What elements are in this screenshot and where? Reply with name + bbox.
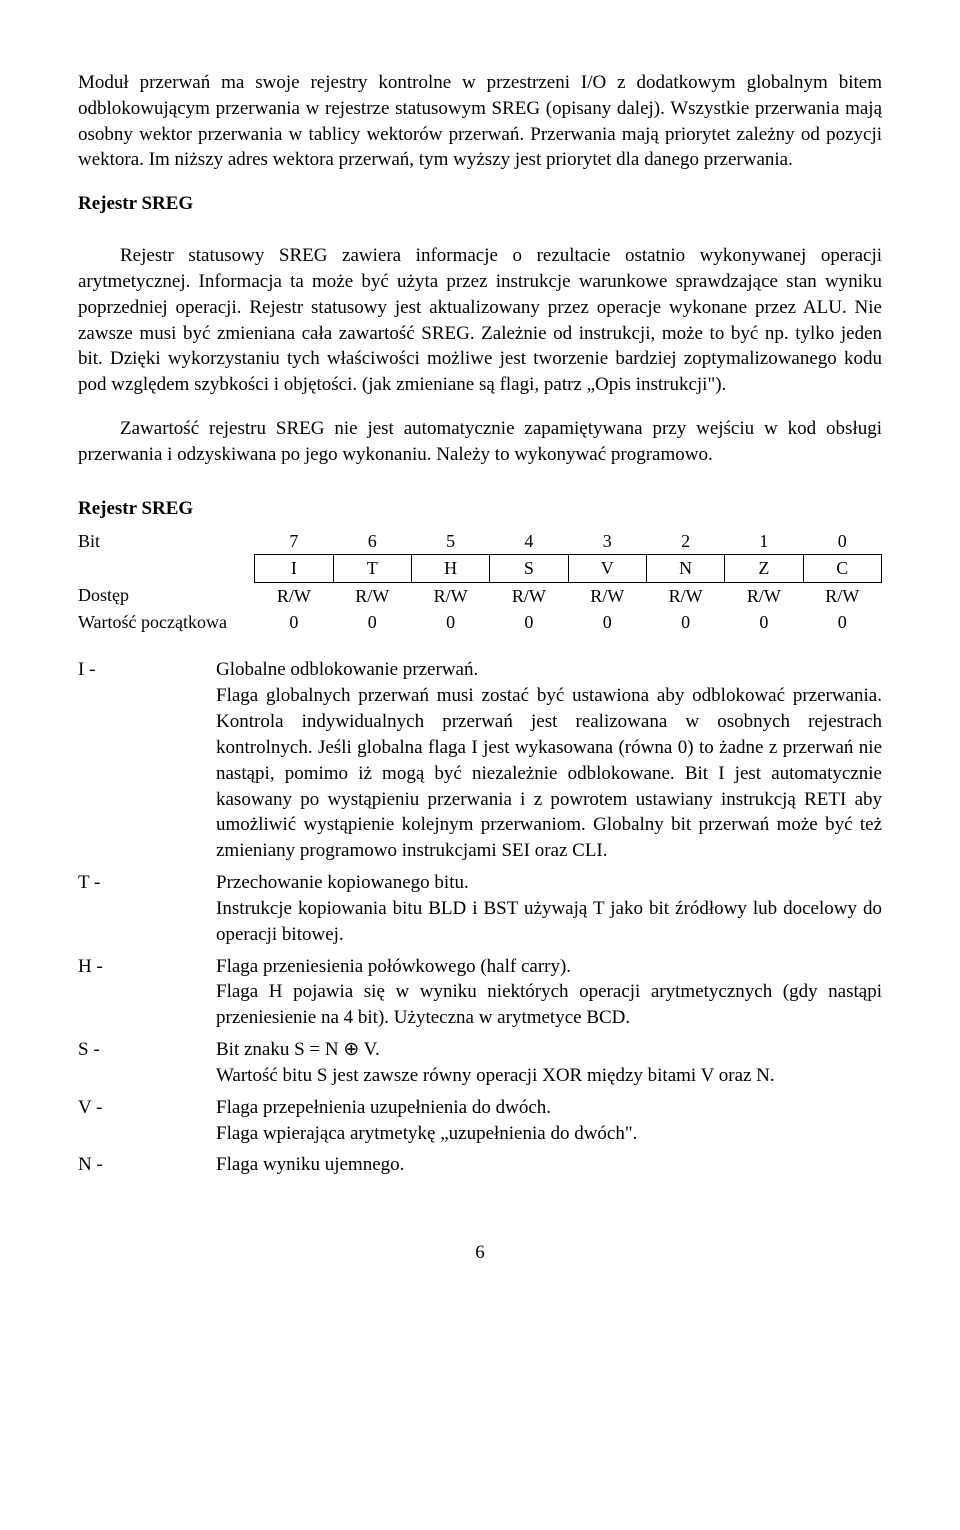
flag-definition-V: V - Flaga przepełnienia uzupełnienia do …	[78, 1095, 882, 1153]
table-row-access: Dostęp R/W R/W R/W R/W R/W R/W R/W R/W	[78, 582, 882, 609]
bit-access: R/W	[490, 582, 568, 609]
bit-number: 5	[411, 528, 489, 555]
flag-title: Globalne odblokowanie przerwań.	[216, 659, 478, 680]
bit-name: T	[333, 555, 411, 582]
row-label-empty	[78, 555, 255, 582]
flag-body: Instrukcje kopiowania bitu BLD i BST uży…	[216, 898, 882, 945]
flag-term: I -	[78, 657, 216, 870]
bit-access: R/W	[646, 582, 724, 609]
sreg-paragraph-1: Rejestr statusowy SREG zawiera informacj…	[78, 243, 882, 398]
table-row-bit: Bit 7 6 5 4 3 2 1 0	[78, 528, 882, 555]
flag-term: T -	[78, 870, 216, 953]
flag-body: Flaga H pojawia się w wyniku niektórych …	[216, 981, 882, 1028]
bit-name: H	[411, 555, 489, 582]
bit-access: R/W	[803, 582, 881, 609]
sreg-register-table: Bit 7 6 5 4 3 2 1 0 I T H S V N Z C Dost…	[78, 528, 882, 636]
bit-name: C	[803, 555, 881, 582]
bit-number: 6	[333, 528, 411, 555]
section-sreg-heading: Rejestr SREG	[78, 191, 882, 217]
bit-access: R/W	[725, 582, 803, 609]
bit-access: R/W	[333, 582, 411, 609]
flag-body: Flaga wpierająca arytmetykę „uzupełnieni…	[216, 1123, 637, 1144]
flag-term: S -	[78, 1037, 216, 1095]
bit-access: R/W	[411, 582, 489, 609]
flag-title: Bit znaku S = N ⊕ V.	[216, 1039, 380, 1060]
flag-definition-I: I - Globalne odblokowanie przerwań. Flag…	[78, 657, 882, 870]
flag-title: Przechowanie kopiowanego bitu.	[216, 872, 469, 893]
row-label-initial: Wartość początkowa	[78, 609, 255, 635]
bit-initial: 0	[490, 609, 568, 635]
flag-definition-T: T - Przechowanie kopiowanego bitu. Instr…	[78, 870, 882, 953]
bit-initial: 0	[411, 609, 489, 635]
flag-definition-S: S - Bit znaku S = N ⊕ V. Wartość bitu S …	[78, 1037, 882, 1095]
sreg-paragraph-2: Zawartość rejestru SREG nie jest automat…	[78, 416, 882, 468]
bit-number: 2	[646, 528, 724, 555]
bit-number: 7	[255, 528, 333, 555]
flag-definition-H: H - Flaga przeniesienia połówkowego (hal…	[78, 954, 882, 1037]
sreg-table-title: Rejestr SREG	[78, 496, 882, 522]
bit-name: V	[568, 555, 646, 582]
bit-name: N	[646, 555, 724, 582]
bit-access: R/W	[255, 582, 333, 609]
table-row-name: I T H S V N Z C	[78, 555, 882, 582]
flag-body: Wartość bitu S jest zawsze równy operacj…	[216, 1065, 775, 1086]
bit-name: S	[490, 555, 568, 582]
bit-initial: 0	[725, 609, 803, 635]
flag-term: V -	[78, 1095, 216, 1153]
flag-definition-list: I - Globalne odblokowanie przerwań. Flag…	[78, 657, 882, 1184]
flag-title: Flaga przepełnienia uzupełnienia do dwóc…	[216, 1097, 551, 1118]
bit-initial: 0	[803, 609, 881, 635]
flag-title: Flaga wyniku ujemnego.	[216, 1154, 404, 1175]
bit-number: 3	[568, 528, 646, 555]
flag-term: N -	[78, 1152, 216, 1184]
bit-initial: 0	[255, 609, 333, 635]
intro-paragraph: Moduł przerwań ma swoje rejestry kontrol…	[78, 70, 882, 173]
row-label-access: Dostęp	[78, 582, 255, 609]
row-label-bit: Bit	[78, 528, 255, 555]
flag-body: Flaga globalnych przerwań musi zostać by…	[216, 685, 882, 861]
bit-number: 0	[803, 528, 881, 555]
bit-name: Z	[725, 555, 803, 582]
table-row-initial: Wartość początkowa 0 0 0 0 0 0 0 0	[78, 609, 882, 635]
bit-initial: 0	[646, 609, 724, 635]
flag-definition-N: N - Flaga wyniku ujemnego.	[78, 1152, 882, 1184]
bit-initial: 0	[568, 609, 646, 635]
flag-term: H -	[78, 954, 216, 1037]
bit-access: R/W	[568, 582, 646, 609]
flag-title: Flaga przeniesienia połówkowego (half ca…	[216, 956, 571, 977]
page-number: 6	[78, 1240, 882, 1266]
bit-number: 4	[490, 528, 568, 555]
bit-initial: 0	[333, 609, 411, 635]
bit-name: I	[255, 555, 333, 582]
bit-number: 1	[725, 528, 803, 555]
